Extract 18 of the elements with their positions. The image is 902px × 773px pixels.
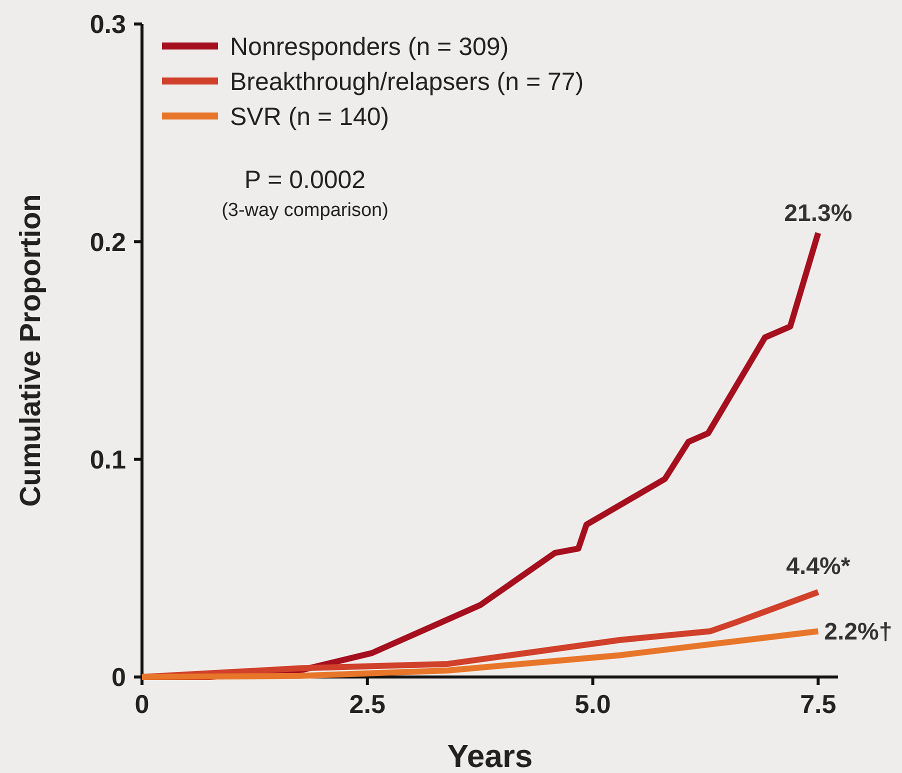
annotation: (3-way comparison)	[222, 200, 388, 221]
y-axis-title: Cumulative Proportion	[15, 194, 47, 507]
annotation: 4.4%*	[786, 553, 851, 580]
annotation: 21.3%	[784, 200, 852, 227]
annotation: P = 0.0002	[244, 166, 366, 194]
annotation: 2.2%†	[824, 618, 892, 646]
x-axis-title: Years	[447, 738, 533, 773]
legend-label: Nonresponders (n = 309)	[230, 32, 509, 61]
x-tick-label: 5.0	[574, 689, 611, 719]
y-tick-label: 0	[112, 662, 126, 692]
legend-label: SVR (n = 140)	[230, 102, 390, 131]
x-tick-label: 2.5	[349, 689, 386, 719]
legend-label: Breakthrough/relapsers (n = 77)	[230, 68, 584, 96]
y-tick-label: 0.3	[90, 9, 126, 40]
x-tick-label: 7.5	[800, 689, 836, 719]
y-tick-label: 0.2	[90, 226, 126, 257]
y-tick-label: 0.1	[90, 444, 126, 474]
x-tick-label: 0	[134, 689, 150, 719]
